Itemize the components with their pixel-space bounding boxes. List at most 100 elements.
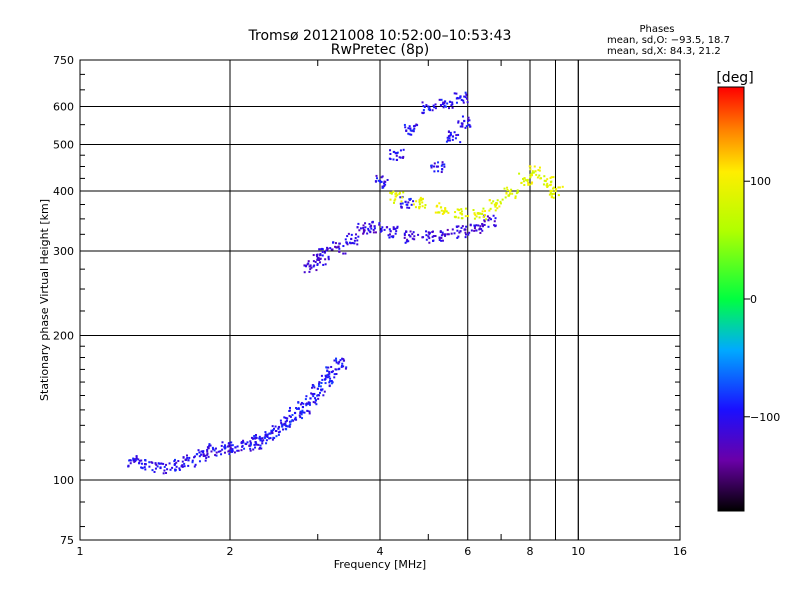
data-point — [389, 158, 392, 161]
data-point — [202, 453, 205, 456]
data-point — [488, 216, 491, 219]
data-point — [495, 204, 498, 207]
data-point — [362, 227, 365, 230]
data-point — [334, 245, 337, 248]
data-point — [464, 207, 467, 210]
data-point — [461, 115, 464, 118]
data-point — [446, 228, 449, 231]
data-point — [221, 441, 224, 444]
data-point — [259, 437, 262, 440]
data-point — [399, 202, 402, 205]
data-point — [350, 237, 353, 241]
data-point — [539, 177, 542, 180]
data-point — [411, 237, 414, 240]
data-point — [427, 231, 430, 234]
data-point — [342, 365, 345, 368]
data-point — [320, 374, 323, 377]
data-point — [193, 465, 196, 468]
data-point — [395, 195, 398, 198]
data-point — [264, 431, 267, 434]
data-point — [444, 209, 447, 212]
data-point — [281, 423, 284, 426]
data-point — [241, 445, 244, 448]
data-point — [335, 359, 338, 362]
data-point — [420, 199, 423, 202]
data-point — [371, 220, 374, 223]
data-point — [338, 360, 341, 363]
data-point — [345, 242, 348, 245]
data-point — [412, 128, 415, 131]
data-point — [333, 376, 336, 379]
data-point — [249, 440, 252, 443]
data-point — [293, 411, 297, 415]
data-point — [445, 140, 448, 143]
data-point — [405, 130, 408, 133]
data-point — [266, 435, 269, 438]
data-point — [240, 442, 243, 445]
data-point — [198, 451, 201, 454]
data-point — [475, 215, 478, 218]
data-point — [457, 121, 460, 124]
data-point — [298, 414, 301, 417]
data-point — [561, 185, 564, 188]
data-point — [421, 201, 424, 204]
data-point — [375, 174, 378, 177]
data-point — [530, 182, 533, 185]
data-point — [185, 454, 188, 457]
data-point — [313, 386, 316, 389]
y-tick-label: 500 — [53, 139, 74, 152]
data-point — [456, 96, 459, 99]
data-point — [182, 456, 185, 459]
data-point — [204, 454, 207, 457]
data-point — [321, 247, 324, 250]
data-point — [458, 231, 461, 234]
data-point — [464, 96, 467, 99]
data-point — [443, 233, 447, 236]
data-point — [392, 158, 395, 161]
data-point — [312, 395, 315, 398]
data-point — [403, 232, 406, 235]
data-point — [499, 200, 502, 203]
data-point — [437, 170, 440, 173]
data-point — [373, 227, 376, 230]
data-point — [318, 261, 321, 264]
data-point — [488, 199, 491, 202]
colorbar-label: [deg] — [716, 70, 753, 86]
data-point — [488, 209, 491, 212]
data-point — [440, 239, 443, 242]
data-point — [419, 198, 422, 201]
data-point — [141, 467, 144, 470]
data-point — [441, 161, 444, 164]
data-point — [468, 124, 471, 127]
data-point — [434, 211, 437, 214]
data-point — [523, 184, 526, 187]
data-point — [494, 209, 497, 212]
data-point — [286, 425, 289, 428]
data-point — [203, 454, 206, 457]
data-point — [328, 375, 331, 378]
data-point — [431, 235, 434, 238]
data-point — [258, 447, 261, 450]
data-point — [227, 445, 230, 448]
data-point — [291, 419, 294, 422]
data-point — [357, 222, 360, 225]
data-point — [482, 215, 485, 218]
data-point — [249, 447, 252, 450]
data-point — [422, 111, 425, 114]
data-point — [459, 96, 462, 99]
data-point — [441, 239, 444, 242]
data-point — [285, 425, 288, 428]
data-point — [456, 229, 459, 232]
data-point — [404, 200, 407, 203]
data-point — [445, 105, 448, 108]
data-point — [174, 468, 177, 471]
data-point — [390, 192, 393, 195]
data-point — [284, 416, 287, 419]
data-point — [421, 198, 424, 201]
data-point — [316, 253, 319, 256]
data-point — [373, 225, 376, 228]
data-point — [475, 229, 478, 232]
x-tick-label: 2 — [227, 545, 234, 558]
data-point — [407, 201, 410, 204]
data-point — [194, 463, 197, 466]
